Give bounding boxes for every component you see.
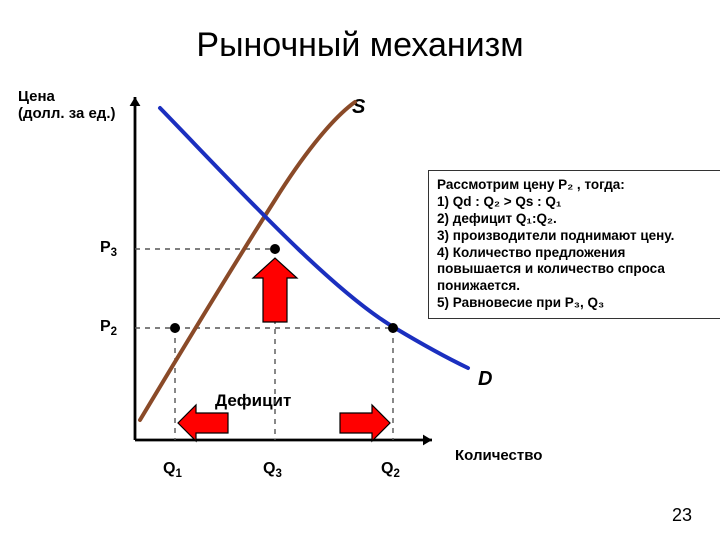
chart bbox=[0, 0, 720, 540]
